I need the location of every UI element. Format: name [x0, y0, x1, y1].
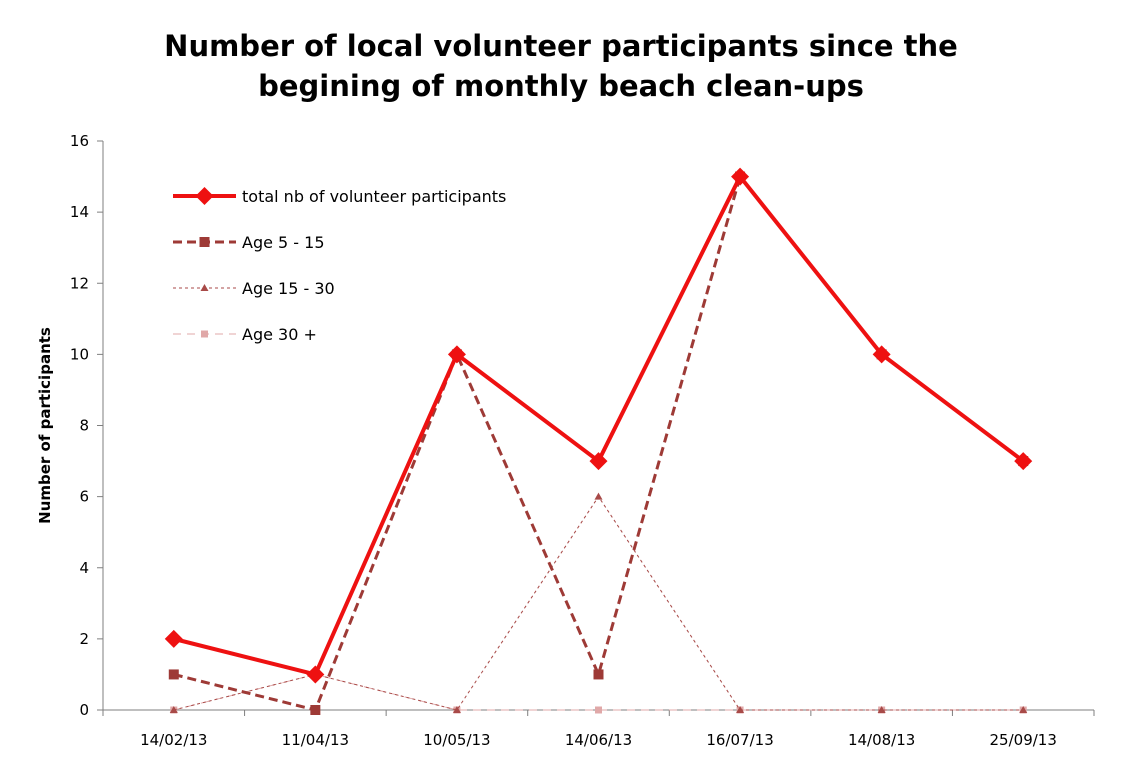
y-axis-title: Number of participants — [36, 327, 54, 524]
legend: total nb of volunteer participants Age 5 … — [173, 187, 506, 344]
data-point — [589, 452, 608, 471]
y-tick-label: 12 — [70, 274, 89, 292]
chart-title: Number of local volunteer participants s… — [0, 26, 1122, 106]
data-point — [452, 706, 461, 713]
y-tick-label: 14 — [70, 203, 89, 221]
data-point — [595, 706, 602, 714]
y-tick-label: 10 — [70, 345, 89, 363]
data-point — [736, 706, 745, 713]
y-tick-label: 6 — [79, 488, 89, 506]
data-point — [306, 665, 325, 684]
legend-marker — [201, 330, 208, 338]
x-tick-label: 14/02/13 — [140, 731, 207, 749]
x-tick-label: 14/06/13 — [565, 731, 632, 749]
series-1 — [169, 492, 1028, 713]
x-tick-label: 10/05/13 — [423, 731, 490, 749]
legend-label: total nb of volunteer participants — [242, 187, 506, 206]
series-layer — [164, 167, 1033, 715]
y-tick-label: 2 — [79, 630, 89, 648]
legend-marker — [195, 187, 214, 205]
y-tick-label: 8 — [79, 417, 89, 435]
data-point — [169, 706, 178, 713]
series-3 — [164, 167, 1033, 684]
series-line — [173, 673, 1024, 711]
y-tick-label: 0 — [79, 701, 89, 719]
data-point — [310, 705, 321, 715]
legend-marker — [199, 237, 210, 247]
data-point — [593, 669, 604, 680]
y-tick-label: 4 — [79, 559, 89, 577]
legend-label: Age 15 - 30 — [242, 279, 335, 298]
legend-item: Age 5 - 15 — [173, 233, 325, 252]
chart-title-line-1: Number of local volunteer participants s… — [164, 29, 958, 63]
y-tick-label: 16 — [70, 132, 89, 150]
x-tick-label: 25/09/13 — [990, 731, 1057, 749]
data-point — [164, 629, 183, 648]
data-point — [872, 345, 891, 364]
axes: 0 2 4 6 8 10 12 14 16 14/02/13 11/04/13 10/05/13 14/… — [36, 132, 1095, 749]
data-point — [1019, 706, 1028, 713]
x-tick-label: 14/08/13 — [848, 731, 915, 749]
data-point — [447, 345, 466, 364]
data-point — [731, 167, 750, 186]
x-tick-label: 11/04/13 — [282, 731, 349, 749]
legend-item: Age 30 + — [173, 325, 317, 344]
data-point — [1014, 452, 1033, 471]
legend-item: total nb of volunteer participants — [173, 187, 506, 206]
data-point — [594, 492, 603, 500]
data-point — [168, 669, 179, 680]
data-point — [877, 706, 886, 713]
legend-label: Age 30 + — [242, 325, 317, 344]
x-tick-label: 16/07/13 — [706, 731, 773, 749]
legend-label: Age 5 - 15 — [242, 233, 325, 252]
legend-item: Age 15 - 30 — [173, 279, 335, 298]
series-2 — [168, 171, 1029, 715]
legend-marker — [200, 284, 209, 291]
chart-title-line-2: begining of monthly beach clean-ups — [258, 69, 864, 103]
series-line — [173, 175, 1025, 712]
